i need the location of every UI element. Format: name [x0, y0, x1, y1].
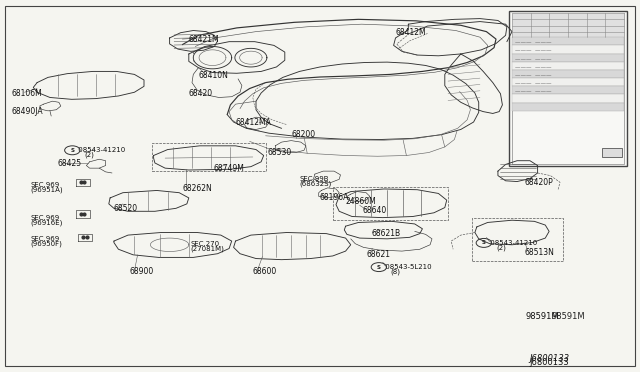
Text: 68425: 68425 [58, 159, 82, 168]
Text: 98591M: 98591M [526, 312, 559, 321]
Text: ———  ———: ——— ——— [515, 89, 552, 94]
Text: ———  ———: ——— ——— [515, 73, 552, 78]
Bar [512, 13, 624, 164]
Text: S: S [377, 264, 381, 270]
Bar [512, 13, 624, 37]
Text: 68420P: 68420P [525, 178, 554, 187]
Text: (68632S): (68632S) [300, 181, 332, 187]
Bar [512, 54, 624, 62]
Text: (96951A): (96951A) [31, 186, 63, 193]
Bar [512, 45, 624, 54]
Bar [512, 37, 624, 45]
Text: 68530: 68530 [268, 148, 292, 157]
Text: S: S [482, 240, 486, 246]
Text: 68513N: 68513N [525, 248, 555, 257]
Text: 08543-41210: 08543-41210 [488, 240, 537, 246]
Bar [512, 94, 624, 103]
Text: 68410N: 68410N [198, 71, 228, 80]
Text: ———  ———: ——— ——— [515, 81, 552, 86]
Text: 24860M: 24860M [346, 197, 376, 206]
Text: 68196A: 68196A [320, 193, 349, 202]
Bar [512, 78, 624, 86]
Text: S: S [70, 148, 74, 153]
Bar [509, 11, 627, 166]
Text: 68490JA: 68490JA [12, 107, 43, 116]
Text: ———  ———: ——— ——— [515, 65, 552, 70]
Text: 68900: 68900 [129, 267, 154, 276]
Bar [512, 70, 624, 78]
Text: 08543-5L210: 08543-5L210 [383, 264, 431, 270]
Text: 68421M: 68421M [189, 35, 220, 44]
Text: (2): (2) [497, 244, 506, 251]
Text: SEC.969: SEC.969 [31, 236, 60, 242]
Bar [512, 86, 624, 94]
Text: 68520: 68520 [114, 204, 138, 213]
Text: 68621: 68621 [366, 250, 390, 259]
Text: 68749M: 68749M [213, 164, 244, 173]
Text: 08543-41210: 08543-41210 [76, 147, 125, 153]
Text: SEC.99B: SEC.99B [300, 176, 329, 182]
Text: 68262N: 68262N [182, 184, 212, 193]
Text: J6800133: J6800133 [530, 358, 570, 367]
Text: J6800133: J6800133 [529, 354, 570, 363]
Text: (96916E): (96916E) [31, 219, 63, 226]
Text: ———  ———: ——— ——— [515, 48, 552, 54]
Text: (2): (2) [84, 151, 94, 158]
Text: SEC.969: SEC.969 [31, 182, 60, 188]
Text: SEC.270: SEC.270 [191, 241, 220, 247]
Text: ———  ———: ——— ——— [515, 57, 552, 62]
Text: SEC.969: SEC.969 [31, 215, 60, 221]
Bar [512, 103, 624, 111]
Text: (27081M): (27081M) [191, 245, 225, 252]
Text: 68200: 68200 [291, 130, 316, 139]
Text: ———  ———: ——— ——— [515, 40, 552, 45]
Text: 68106M: 68106M [12, 89, 42, 97]
Text: 68600: 68600 [253, 267, 277, 276]
Text: 68412MA: 68412MA [236, 118, 271, 127]
Text: 68420: 68420 [189, 89, 213, 98]
Text: (8): (8) [390, 268, 401, 275]
Bar [602, 148, 622, 157]
Text: 68412M: 68412M [396, 28, 426, 37]
Text: (96950F): (96950F) [31, 240, 63, 247]
Bar [512, 62, 624, 70]
Text: 68621B: 68621B [371, 229, 401, 238]
Text: 98591M: 98591M [551, 312, 585, 321]
Text: 68640: 68640 [362, 206, 387, 215]
